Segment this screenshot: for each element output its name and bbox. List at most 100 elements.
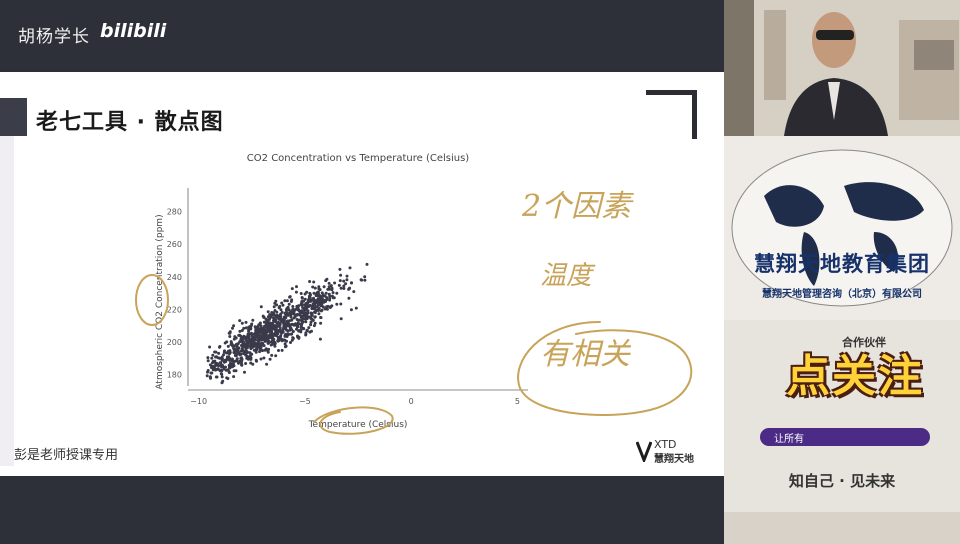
scatter-point <box>338 279 342 283</box>
scatter-point <box>209 371 213 375</box>
scatter-point <box>231 344 235 348</box>
handwritten-note-correlation: 有相关 <box>540 337 632 372</box>
scatter-point <box>213 350 217 354</box>
scatter-point <box>328 294 332 298</box>
scatter-point <box>322 285 326 289</box>
scatter-point <box>309 320 313 324</box>
scatter-point <box>291 305 295 308</box>
scatter-point <box>303 292 307 296</box>
scatter-point <box>211 368 215 372</box>
scatter-point <box>365 262 369 266</box>
scatter-point <box>300 319 304 323</box>
promo-bar <box>760 428 930 446</box>
scatter-point <box>231 362 235 366</box>
scatter-point <box>239 349 243 353</box>
scatter-point <box>240 329 244 332</box>
scatter-point <box>275 303 279 307</box>
scatter-point <box>283 342 287 346</box>
scatter-point <box>300 321 304 325</box>
scatter-point <box>240 359 244 363</box>
scatter-point <box>299 303 303 307</box>
scatter-point <box>225 355 229 359</box>
scatter-point <box>310 306 314 310</box>
scatter-point <box>268 357 272 361</box>
scatter-point <box>273 332 277 336</box>
scatter-point <box>309 311 313 315</box>
title-accent-block <box>0 98 27 136</box>
scatter-point <box>211 353 215 357</box>
scatter-point <box>338 267 342 271</box>
scatter-point <box>228 349 232 353</box>
scatter-point <box>287 302 291 306</box>
scatter-point <box>219 362 223 366</box>
scatter-point <box>276 324 280 328</box>
scatter-point <box>285 299 289 303</box>
scatter-point <box>286 306 290 310</box>
scatter-point <box>249 332 253 336</box>
scatter-point <box>262 320 266 324</box>
scatter-point <box>220 357 224 361</box>
scatter-point <box>284 313 288 316</box>
scatter-point <box>258 333 262 337</box>
scatter-point <box>220 375 224 379</box>
scatter-point <box>295 285 298 289</box>
scatter-point <box>246 341 250 345</box>
scatter-point <box>211 361 214 365</box>
scatter-point <box>331 291 335 295</box>
follow-text: 点关注 <box>786 351 924 402</box>
scatter-point <box>352 290 356 294</box>
x-tick-label: 0 <box>409 397 414 406</box>
scatter-point <box>273 309 277 312</box>
scatter-point <box>291 330 295 333</box>
scatter-point <box>300 296 304 299</box>
scatter-point <box>272 316 276 320</box>
scatter-point <box>217 351 221 355</box>
scatter-point <box>238 319 242 323</box>
scatter-point <box>238 329 242 333</box>
scatter-point <box>295 307 299 311</box>
scatter-point <box>225 376 229 380</box>
slide-title: 老七工具 · 散点图 <box>36 110 224 135</box>
scatter-point <box>319 321 323 325</box>
scatter-point <box>223 341 227 345</box>
scatter-point <box>228 335 232 338</box>
scatter-point <box>274 354 278 358</box>
scatter-point <box>244 345 247 349</box>
scatter-point <box>210 365 214 369</box>
scatter-point <box>224 368 228 372</box>
scatter-point <box>235 359 239 363</box>
scatter-point <box>205 374 209 378</box>
scatter-point <box>322 300 326 304</box>
scatter-point <box>297 336 301 340</box>
scatter-point <box>285 339 288 343</box>
x-tick-label: 5 <box>515 397 520 406</box>
brand-slogan: 知自己 · 见未来 <box>788 472 896 490</box>
scatter-point <box>259 346 263 349</box>
scatter-point <box>311 297 315 301</box>
scatter-point <box>295 312 299 316</box>
y-ticks: 180 200 220 240 260 280 <box>167 208 182 380</box>
scatter-point <box>313 311 317 315</box>
scatter-point <box>321 293 325 297</box>
scatter-point <box>232 346 236 350</box>
follow-sticker[interactable]: 点关注 <box>758 328 948 428</box>
scatter-point <box>234 354 238 358</box>
y-tick-label: 240 <box>167 273 182 282</box>
scatter-point <box>302 314 306 317</box>
scatter-point <box>273 319 277 323</box>
scatter-point <box>323 307 327 311</box>
y-tick-label: 200 <box>167 338 182 347</box>
slide-footer-text: 彭是老师授课专用 <box>14 448 119 463</box>
scatter-point <box>248 351 252 355</box>
scatter-point <box>300 309 304 313</box>
scatter-point <box>309 293 312 297</box>
scatter-point <box>258 350 262 354</box>
scatter-point <box>312 324 316 328</box>
scatter-point <box>231 326 234 330</box>
scatter-point <box>319 301 323 305</box>
scatter-point <box>235 357 239 361</box>
scatter-point <box>283 333 287 337</box>
scatter-point <box>266 341 270 345</box>
scatter-point <box>298 312 302 316</box>
bilibili-logo: bilibili <box>100 20 167 42</box>
